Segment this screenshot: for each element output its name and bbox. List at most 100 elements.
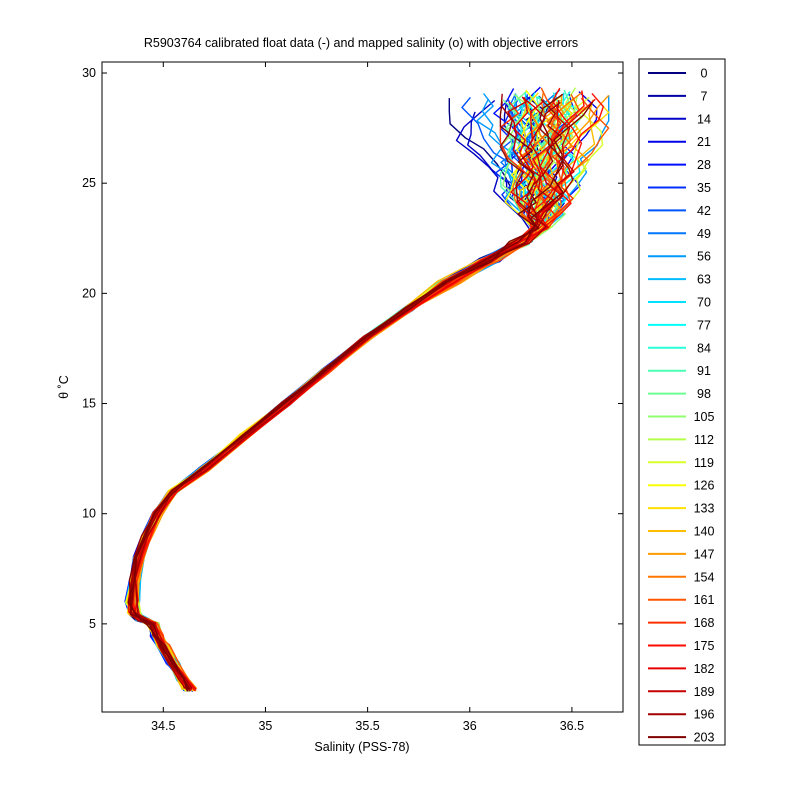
profile-line: [130, 100, 533, 691]
profile-line: [134, 90, 545, 691]
legend-label: 63: [697, 273, 711, 287]
plot-frame: [101, 61, 624, 713]
legend: 0 7 14 21 28 35 42 49 56 63 70 77 84 91 98 105 112 119 126…: [648, 67, 714, 745]
profile-line: [136, 95, 563, 691]
profile-line: [131, 106, 573, 691]
profile-line: [127, 94, 548, 692]
legend-label: 168: [694, 616, 715, 630]
profile-curves: [124, 86, 610, 693]
legend-label: 119: [694, 456, 714, 470]
profile-line: [133, 91, 546, 689]
y-tick-label: 20: [82, 286, 96, 300]
profile-line: [137, 94, 547, 690]
profile-line: [124, 88, 536, 690]
legend-label: 42: [697, 204, 711, 218]
legend-label: 7: [701, 89, 708, 103]
profile-line: [131, 96, 575, 691]
profile-line: [127, 93, 564, 692]
profile-line: [124, 99, 543, 692]
profile-line: [127, 92, 549, 691]
x-tick-label: 35: [258, 719, 272, 733]
legend-label: 84: [697, 341, 711, 355]
profile-line: [129, 102, 540, 692]
legend-label: 196: [694, 708, 715, 722]
legend-label: 161: [694, 593, 715, 607]
profile-line: [127, 93, 535, 691]
profile-line: [130, 98, 540, 692]
profile-line: [134, 87, 557, 692]
profile-line: [129, 101, 537, 690]
legend-label: 0: [701, 67, 708, 81]
y-tick-label: 15: [82, 397, 96, 411]
y-axis-label: θ ˚C: [57, 375, 71, 399]
profile-line: [130, 97, 556, 690]
profile-line: [129, 97, 549, 692]
profile-line: [129, 97, 548, 692]
x-tick-label: 34.5: [151, 719, 175, 733]
profile-line: [130, 98, 563, 692]
y-tick-label: 30: [82, 66, 96, 80]
profile-line: [131, 101, 565, 691]
legend-label: 28: [697, 158, 711, 172]
profile-line: [125, 89, 539, 692]
legend-label: 35: [697, 181, 711, 195]
profile-line: [129, 95, 552, 690]
profile-line: [135, 93, 540, 691]
profile-line: [129, 86, 541, 690]
profile-line: [130, 100, 555, 689]
profile-line: [135, 95, 557, 691]
chart-title: R5903764 calibrated float data (-) and m…: [144, 36, 578, 50]
profile-line: [126, 93, 544, 690]
profile-line: [129, 97, 548, 690]
profile-line: [128, 96, 565, 690]
x-tick-label: 36.5: [560, 719, 584, 733]
profile-line: [134, 93, 547, 689]
legend-box: [638, 58, 726, 746]
profile-line: [130, 99, 557, 691]
profile-line: [129, 98, 541, 692]
profile-line: [132, 111, 542, 693]
legend-label: 112: [694, 433, 714, 447]
profile-line: [129, 98, 562, 691]
y-tick-label: 10: [82, 507, 96, 521]
legend-label: 70: [697, 296, 711, 310]
profile-line: [133, 100, 564, 692]
x-axis-label: Salinity (PSS-78): [314, 740, 409, 754]
x-axis: 34.5 35 35.5 36 36.5: [151, 62, 584, 733]
legend-label: 182: [694, 662, 715, 676]
legend-label: 91: [697, 364, 711, 378]
legend-label: 98: [697, 387, 711, 401]
legend-label: 133: [694, 502, 715, 516]
profile-line: [130, 99, 562, 691]
profile-line: [130, 96, 546, 691]
legend-label: 49: [697, 227, 711, 241]
y-axis: 5 10 15 20 25 30: [82, 66, 623, 631]
profile-line: [130, 100, 545, 692]
legend-label: 154: [694, 570, 715, 584]
profile-line: [129, 96, 564, 691]
profile-line: [133, 100, 550, 690]
profile-line: [136, 96, 539, 692]
legend-label: 77: [697, 318, 711, 332]
y-tick-label: 25: [82, 176, 96, 190]
profile-line: [129, 99, 530, 691]
profile-line: [128, 95, 551, 691]
legend-label: 21: [697, 135, 711, 149]
profile-line: [135, 96, 558, 690]
x-tick-label: 35.5: [355, 719, 379, 733]
y-tick-label: 5: [89, 617, 96, 631]
profile-line: [132, 92, 547, 691]
profile-line: [128, 89, 561, 689]
legend-label: 105: [694, 410, 715, 424]
legend-label: 189: [694, 685, 715, 699]
legend-label: 147: [694, 547, 715, 561]
x-tick-label: 36: [463, 719, 477, 733]
legend-label: 14: [697, 112, 711, 126]
profile-line: [137, 99, 565, 691]
legend-label: 140: [694, 525, 715, 539]
profile-line: [134, 99, 596, 692]
legend-label: 203: [694, 731, 715, 745]
profile-line: [131, 92, 573, 690]
legend-label: 175: [694, 639, 715, 653]
